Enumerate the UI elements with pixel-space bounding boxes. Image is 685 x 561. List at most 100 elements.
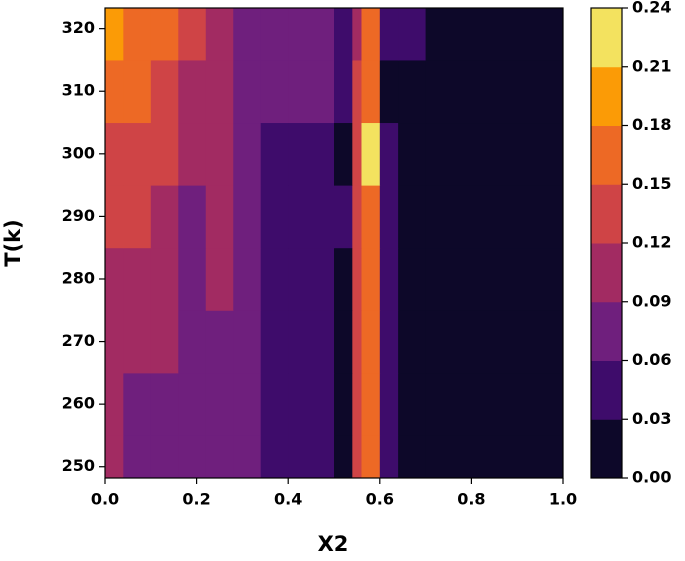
contour-cell (205, 310, 234, 374)
contour-cell (123, 122, 152, 186)
contour-cell (379, 310, 399, 374)
contour-cell (425, 8, 564, 61)
x-tick-label: 1.0 (549, 490, 577, 509)
contour-cell (361, 247, 381, 311)
contour-cell (379, 8, 399, 61)
contour-cell (105, 8, 124, 61)
contour-cell (105, 435, 124, 479)
colorbar-tick-label: 0.03 (632, 409, 671, 428)
contour-cell (233, 122, 262, 186)
contour-cell (334, 247, 353, 311)
x-tick-label: 0.8 (457, 490, 485, 509)
contour-cell (352, 310, 362, 374)
x-tick-label: 0.0 (91, 490, 119, 509)
contour-cell (398, 8, 427, 61)
colorbar-band (591, 184, 622, 244)
contour-cell (361, 435, 381, 479)
contour-cell (105, 247, 124, 311)
y-tick-label: 260 (62, 394, 95, 413)
contour-cell (178, 372, 207, 436)
colorbar-tick-label: 0.06 (632, 350, 671, 369)
contour-cell (398, 122, 427, 186)
contour-cell (361, 122, 381, 186)
contour-cell (150, 435, 179, 479)
contour-cell (205, 59, 234, 124)
contour-cell (105, 310, 124, 374)
contour-cell (260, 310, 289, 374)
contour-cell (379, 247, 399, 311)
contour-cell (178, 435, 207, 479)
contour-cell (352, 372, 362, 436)
contour-cell (379, 435, 399, 479)
contour-cell (288, 247, 335, 311)
contour-cell (233, 185, 262, 249)
contour-cell (425, 435, 564, 479)
colorbar-band (591, 8, 622, 68)
contour-cell (379, 185, 399, 249)
contour-cell (425, 372, 564, 436)
contour-cell (260, 372, 289, 436)
colorbar-band (591, 419, 622, 479)
contour-cell (150, 185, 179, 249)
contour-cell (205, 185, 234, 249)
contour-cell (260, 59, 289, 124)
y-tick-label: 250 (62, 456, 95, 475)
colorbar-band (591, 125, 622, 185)
contour-cell (205, 435, 234, 479)
contour-cell (123, 372, 152, 436)
contour-cell (123, 59, 152, 124)
contour-cell (334, 435, 353, 479)
contour-cell (178, 59, 207, 124)
contour-cell (260, 122, 289, 186)
contour-cell (361, 310, 381, 374)
colorbar-tick-label: 0.24 (632, 0, 671, 17)
contour-cell (425, 310, 564, 374)
x-tick-label: 0.4 (274, 490, 302, 509)
contour-cell (150, 247, 179, 311)
x-tick-label: 0.6 (366, 490, 394, 509)
contour-cell (352, 8, 362, 61)
contour-cell (425, 247, 564, 311)
contour-cell (352, 185, 362, 249)
contour-cell (425, 59, 564, 124)
contour-cell (398, 185, 427, 249)
colorbar-band (591, 66, 622, 126)
x-tick-label: 0.2 (182, 490, 210, 509)
contour-cell (233, 310, 262, 374)
y-tick-label: 310 (62, 81, 95, 100)
contour-cell (379, 59, 399, 124)
contour-cell (150, 59, 179, 124)
contour-cell (260, 247, 289, 311)
contour-cell (361, 8, 381, 61)
contour-cell (233, 435, 262, 479)
contour-cell (352, 59, 362, 124)
contour-cell (425, 185, 564, 249)
contour-cell (123, 185, 152, 249)
contour-cell (288, 59, 335, 124)
colorbar-tick-label: 0.15 (632, 174, 671, 193)
contour-cell (178, 247, 207, 311)
contour-cell (150, 8, 179, 61)
contour-cell (288, 372, 335, 436)
colorbar-tick-label: 0.00 (632, 468, 671, 487)
contour-cell (105, 372, 124, 436)
contour-cell (105, 59, 124, 124)
contour-cell (398, 372, 427, 436)
contour-cell (260, 435, 289, 479)
colorbar-band (591, 243, 622, 303)
contour-cell (361, 372, 381, 436)
contour-cell (398, 435, 427, 479)
contour-cell (361, 185, 381, 249)
contour-cell (105, 185, 124, 249)
contour-cell (178, 8, 207, 61)
contour-cell (123, 435, 152, 479)
contour-cell (361, 59, 381, 124)
colorbar-band (591, 301, 622, 361)
contour-cell (379, 122, 399, 186)
plot-frame (104, 7, 564, 479)
contour-cell (379, 372, 399, 436)
contour-cell (288, 122, 335, 186)
contour-cell (205, 372, 234, 436)
contour-cell (334, 122, 353, 186)
